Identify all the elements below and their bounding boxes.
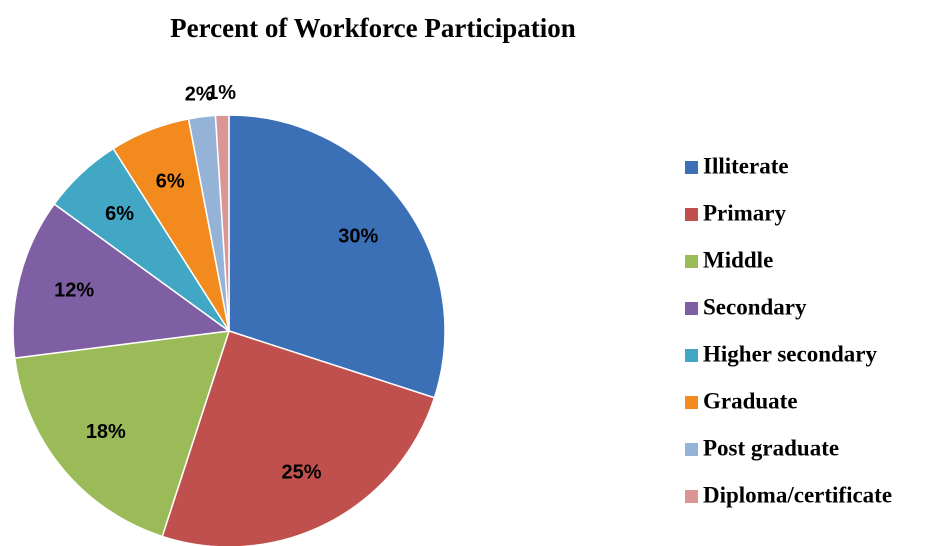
legend-swatch [685, 443, 698, 456]
data-label: 30% [338, 225, 378, 247]
data-label: 18% [86, 421, 126, 443]
legend-label: Diploma/certificate [703, 482, 892, 507]
legend-label: Post graduate [703, 435, 839, 460]
pie-slice [228, 114, 446, 399]
legend-swatch [685, 161, 698, 174]
chart-title: Percent of Workforce Participation [170, 13, 576, 43]
data-label: 6% [105, 203, 134, 225]
legend-label: Middle [703, 247, 773, 272]
legend-swatch [685, 490, 698, 503]
legend-swatch [685, 208, 698, 221]
data-label: 6% [156, 171, 185, 193]
legend-label: Illiterate [703, 153, 789, 178]
legend-label: Primary [703, 200, 787, 225]
pie-slice [161, 330, 436, 546]
legend-label: Higher secondary [703, 341, 877, 366]
legend-swatch [685, 349, 698, 362]
pie-slice [214, 114, 230, 332]
pie-slice [13, 330, 231, 538]
legend-swatch [685, 255, 698, 268]
data-label: 12% [54, 280, 94, 302]
legend-label: Graduate [703, 388, 798, 413]
data-label: 1% [207, 82, 236, 104]
data-label: 2% [185, 84, 214, 106]
data-label: 25% [282, 462, 322, 484]
legend-swatch [685, 396, 698, 409]
legend-label: Secondary [703, 294, 807, 319]
legend-swatch [685, 302, 698, 315]
pie-slice [12, 202, 231, 359]
